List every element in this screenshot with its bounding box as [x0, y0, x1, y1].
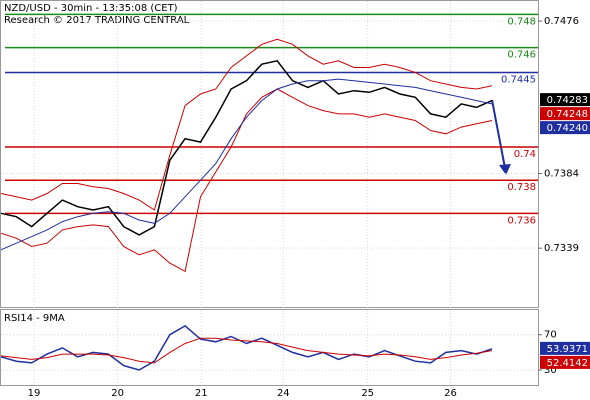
price-tag-label: 52.4142	[547, 358, 588, 369]
forecast-arrow	[491, 99, 506, 169]
y-tick-label: 30	[544, 365, 557, 376]
x-tick-label: 19	[28, 388, 41, 399]
price-tag	[540, 355, 590, 369]
series-line	[0, 88, 493, 273]
x-tick-label: 21	[195, 388, 208, 399]
level-label: 0.748	[507, 16, 536, 27]
y-tick-label: 0.7339	[544, 243, 579, 254]
x-tick-label: 24	[277, 388, 290, 399]
level-label: 0.738	[507, 182, 536, 193]
y-tick-label: 0.7476	[544, 16, 579, 27]
x-tick-label: 26	[444, 388, 457, 399]
price-tag-label: 0.74248	[547, 109, 588, 120]
series-line	[0, 38, 493, 211]
series-line	[0, 324, 493, 371]
x-tick-label: 25	[361, 388, 374, 399]
level-label: 0.736	[507, 215, 536, 226]
series-line	[0, 78, 493, 251]
rsi-panel	[0, 309, 539, 386]
chart-title: NZD/USD - 30min - 13:35:08 (CET)	[4, 3, 178, 14]
series-line	[0, 337, 493, 364]
rsi-title: RSI14 - 9MA	[4, 313, 65, 324]
price-panel	[0, 0, 539, 308]
level-label: 0.7445	[501, 74, 536, 85]
price-tag-label: 0.74240	[547, 123, 588, 134]
level-label: 0.746	[507, 50, 536, 61]
y-tick-label: 0.7384	[544, 169, 579, 180]
price-tag	[540, 341, 590, 355]
price-tag	[540, 121, 590, 135]
series-line	[0, 59, 493, 236]
forecast-arrow-head	[499, 164, 511, 175]
y-tick-label: 70	[544, 330, 557, 341]
chart-subtitle: Research © 2017 TRADING CENTRAL	[4, 15, 190, 26]
price-tag	[540, 107, 590, 121]
price-tag-label: 0.74283	[547, 95, 588, 106]
level-label: 0.74	[514, 149, 536, 160]
x-tick-label: 20	[111, 388, 124, 399]
price-tag	[540, 93, 590, 107]
price-tag-label: 53.9371	[547, 344, 588, 355]
